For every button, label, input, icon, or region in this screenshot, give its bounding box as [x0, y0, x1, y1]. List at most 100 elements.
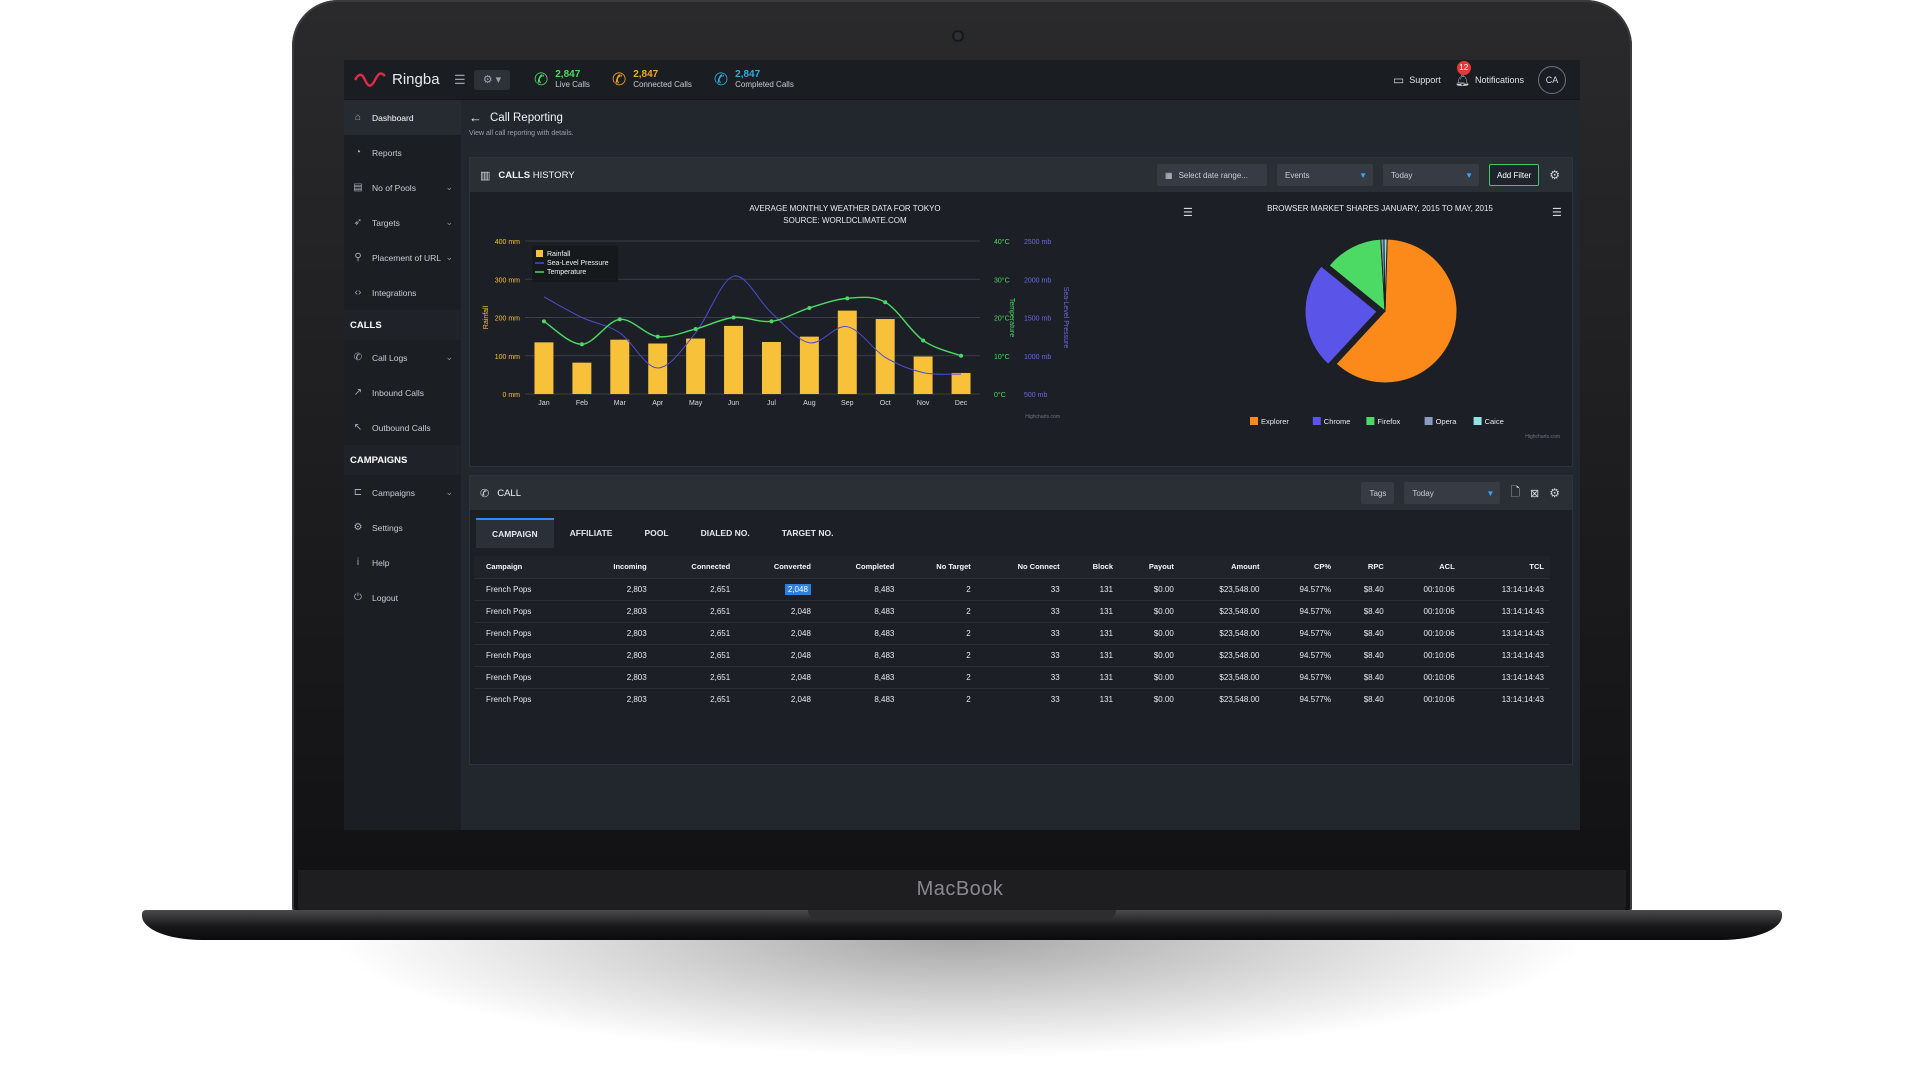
table-cell: $0.00 — [1119, 599, 1180, 622]
sidebar-item-call-logs[interactable]: ✆ Call Logs ⌄ — [344, 340, 461, 375]
events-select[interactable]: Events ▼ — [1277, 164, 1373, 186]
chart-menu-icon[interactable]: ☰ — [1552, 207, 1562, 219]
tab-dialed-no[interactable]: DIALED NO. — [700, 528, 750, 538]
support-link[interactable]: ▭ Support — [1393, 73, 1441, 87]
table-cell: $23,548.00 — [1179, 665, 1266, 688]
table-cell: 2 — [900, 665, 977, 688]
column-header[interactable]: Amount — [1179, 556, 1266, 578]
table-row[interactable]: French Pops 2,803 2,651 2,048 8,483 2 33 131 $0.… — [474, 599, 1550, 622]
sidebar-item-outbound[interactable]: ↖ Outbound Calls — [344, 410, 461, 445]
tab-affiliate[interactable]: AFFILIATE — [569, 528, 613, 538]
data-point — [769, 319, 774, 324]
column-header[interactable]: Payout — [1119, 556, 1180, 578]
sidebar-item-placement[interactable]: ⚲ Placement of URL ⌄ — [344, 240, 461, 275]
tab-target-no[interactable]: TARGET NO. — [781, 528, 834, 538]
tags-button[interactable]: Tags — [1361, 482, 1395, 504]
table-cell: 94.577% — [1265, 687, 1338, 710]
gear-icon[interactable]: ⚙ — [1549, 486, 1560, 500]
call-panel-header: ✆ CALL Tags Today ▼ 🗋︎ ⊠ ⚙ — [470, 476, 1572, 510]
sidebar-item-targets[interactable]: ➶ Targets ⌄ — [344, 205, 461, 240]
phone-icon: ✆ — [611, 69, 627, 89]
column-header[interactable]: Connected — [652, 556, 737, 578]
excel-icon[interactable]: ⊠ — [1530, 487, 1540, 500]
legend-label: Chrome — [1324, 417, 1351, 426]
data-point — [579, 342, 584, 347]
table-cell: 13:14:14:43 — [1460, 621, 1550, 644]
table-cell: 2,048 — [736, 687, 817, 710]
back-arrow-icon[interactable]: ← — [469, 110, 482, 125]
sidebar-item-settings[interactable]: ⚙ Settings — [344, 510, 461, 545]
table-cell: 13:14:14:43 — [1460, 577, 1550, 600]
top-bar: Ringba ☰ ⚙ ▾ ✆ 2,847 Live Calls ✆ 2,847 … — [344, 60, 1580, 100]
column-header[interactable]: Incoming — [578, 556, 653, 578]
menu-toggle-icon[interactable]: ☰ — [454, 71, 466, 87]
sidebar-item-label: No of Pools — [372, 182, 416, 193]
x-tick-label: Jul — [767, 400, 776, 407]
chart-menu-icon[interactable]: ☰ — [1183, 207, 1193, 219]
column-header[interactable]: Block — [1065, 556, 1120, 578]
column-header[interactable]: Completed — [816, 556, 901, 578]
completed-calls-stat: ✆ 2,847 Completed Calls — [714, 69, 794, 90]
table-cell: 2 — [900, 687, 977, 710]
call-panel: ✆ CALL Tags Today ▼ 🗋︎ ⊠ ⚙ CAMPAIGN AFFIL — [469, 475, 1573, 765]
notifications-link[interactable]: 🔔︎ 12 Notifications — [1455, 60, 1524, 87]
add-filter-button[interactable]: Add Filter — [1489, 164, 1540, 186]
table-cell: $0.00 — [1119, 665, 1180, 688]
table-cell: $8.40 — [1337, 643, 1390, 666]
sidebar-item-campaigns[interactable]: ⊏ Campaigns ⌄ — [344, 475, 461, 510]
table-row[interactable]: French Pops 2,803 2,651 2,048 8,483 2 33 131 $0.… — [474, 687, 1550, 710]
table-row[interactable]: French Pops 2,803 2,651 2,048 8,483 2 33 131 $0.… — [474, 621, 1550, 644]
bar-chart-icon: ▥ — [480, 169, 491, 182]
sidebar-item-reports[interactable]: ◔ Reports — [344, 135, 461, 170]
column-header[interactable]: No Connect — [976, 556, 1066, 578]
sidebar-item-inbound[interactable]: ↗ Inbound Calls — [344, 375, 461, 410]
table-cell: $8.40 — [1337, 577, 1390, 600]
file-icon[interactable]: 🗋︎ — [1510, 484, 1521, 499]
sidebar-item-pools[interactable]: ▤ No of Pools ⌄ — [344, 170, 461, 205]
table-row[interactable]: French Pops 2,803 2,651 2,048 8,483 2 33 131 $0.… — [474, 643, 1550, 666]
today-select[interactable]: Today ▼ — [1383, 164, 1479, 186]
legend-swatch — [1250, 417, 1258, 425]
sidebar-item-help[interactable]: i Help — [344, 545, 461, 580]
table-row[interactable]: French Pops 2,803 2,651 2,048 8,483 2 33 131 $0.… — [474, 577, 1550, 600]
tab-campaign[interactable]: CAMPAIGN — [476, 518, 554, 548]
sidebar-item-logout[interactable]: ⏻ Logout — [344, 580, 461, 615]
column-header[interactable]: ACL — [1389, 556, 1461, 578]
sidebar-item-integrations[interactable]: ‹› Integrations — [344, 275, 461, 310]
date-range-input[interactable]: ▦ Select date range... — [1157, 164, 1267, 186]
table-cell: 00:10:06 — [1389, 599, 1461, 622]
column-header[interactable]: CP% — [1265, 556, 1338, 578]
table-cell: 94.577% — [1265, 643, 1338, 666]
column-header[interactable]: Campaign — [474, 556, 579, 578]
column-header[interactable]: RPC — [1337, 556, 1390, 578]
table-cell: 8,483 — [816, 687, 901, 710]
table-cell: 00:10:06 — [1389, 665, 1461, 688]
y3-tick-label: 2500 mb — [1024, 239, 1051, 246]
data-point — [693, 326, 698, 331]
table-cell: 8,483 — [816, 643, 901, 666]
column-header[interactable]: TCL — [1460, 556, 1550, 578]
app-logo[interactable]: Ringba — [344, 71, 454, 89]
table-cell: French Pops — [474, 577, 579, 600]
bar — [837, 310, 857, 394]
table-cell: 2,048 — [736, 599, 817, 622]
gear-icon[interactable]: ⚙ — [1549, 168, 1560, 182]
chat-icon: ▭ — [1392, 72, 1405, 87]
table-cell: $0.00 — [1119, 577, 1180, 600]
table-header-row: Campaign Incoming Connected Converted Comple… — [474, 556, 1550, 578]
call-today-select[interactable]: Today ▼ — [1404, 482, 1501, 504]
selected-cell[interactable]: 2,048 — [784, 583, 811, 595]
caret-down-icon: ▼ — [1486, 488, 1495, 498]
settings-dropdown[interactable]: ⚙ ▾ — [474, 69, 510, 90]
column-header[interactable]: No Target — [900, 556, 977, 578]
column-header[interactable]: Converted — [736, 556, 817, 578]
sidebar-item-dashboard[interactable]: ⌂ Dashboard — [344, 100, 461, 135]
table-row[interactable]: French Pops 2,803 2,651 2,048 8,483 2 33 131 $0.… — [474, 665, 1550, 688]
tab-pool[interactable]: POOL — [644, 528, 669, 538]
avatar[interactable]: CA — [1538, 65, 1566, 94]
sidebar-item-label: Inbound Calls — [372, 387, 424, 398]
ringba-logo-icon — [354, 71, 386, 87]
sidebar-item-label: Dashboard — [372, 112, 414, 123]
legend-label: Opera — [1436, 417, 1458, 426]
live-calls-label: Live Calls — [555, 80, 590, 89]
